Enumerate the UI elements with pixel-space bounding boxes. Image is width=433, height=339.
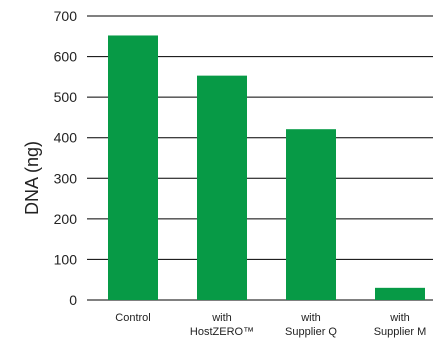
y-axis-title: DNA (ng) (22, 141, 42, 215)
y-tick-label: 400 (54, 130, 78, 146)
x-category-label: with (389, 312, 410, 324)
y-tick-label: 200 (54, 211, 78, 227)
y-tick-label: 300 (54, 170, 78, 186)
x-category-label: with (300, 312, 321, 324)
y-tick-label: 600 (54, 49, 78, 65)
bar-0 (108, 35, 158, 301)
y-tick-layer: 0 100 200 300 400 500 600 700 (54, 8, 78, 308)
bar-3 (375, 287, 425, 300)
y-tick-label: 500 (54, 89, 78, 105)
y-tick-label: 700 (54, 8, 78, 24)
x-category-label: Supplier M (374, 326, 427, 338)
x-category-layer: Control with HostZERO™ with Supplier Q with Su… (115, 312, 426, 338)
y-tick-label: 0 (69, 292, 77, 308)
x-category-label: HostZERO™ (190, 326, 254, 338)
bar-1 (197, 75, 247, 300)
x-category-label: with (211, 312, 232, 324)
y-tick-label: 100 (54, 251, 78, 267)
bar-layer (108, 35, 425, 301)
x-category-label: Supplier Q (285, 326, 337, 338)
x-category-label: Control (115, 312, 150, 324)
bar-2 (286, 129, 336, 300)
